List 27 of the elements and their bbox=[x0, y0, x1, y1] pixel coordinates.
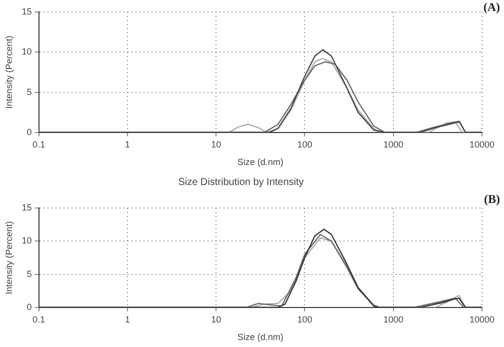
x-tick-label: 10000 bbox=[469, 314, 495, 324]
x-tick-label: 100 bbox=[297, 314, 312, 324]
y-tick-label: 0 bbox=[26, 302, 32, 312]
x-tick-label: 100 bbox=[297, 139, 312, 150]
x-tick-label: 1 bbox=[124, 314, 130, 324]
chart-title: Size Distribution by Intensity bbox=[178, 176, 304, 188]
y-tick-label: 10 bbox=[22, 46, 32, 57]
x-tick-label: 1000 bbox=[383, 139, 404, 150]
y-tick-label: 15 bbox=[22, 6, 32, 16]
y-tick-label: 10 bbox=[22, 236, 32, 246]
x-tick-label: 10000 bbox=[469, 139, 495, 150]
x-tick-label: 10 bbox=[211, 139, 222, 150]
y-tick-label: 15 bbox=[22, 202, 32, 212]
x-tick-label: 10 bbox=[211, 314, 222, 324]
text: (B) bbox=[484, 192, 500, 207]
x-tick-label: 1 bbox=[124, 139, 130, 150]
y-tick-label: 0 bbox=[26, 126, 32, 137]
y-tick-label: 5 bbox=[26, 86, 32, 97]
y-tick-label: 5 bbox=[26, 268, 32, 279]
x-tick-label: 0.1 bbox=[32, 139, 46, 150]
y-axis-title: Intensity (Percent) bbox=[4, 36, 14, 109]
x-tick-label: 1000 bbox=[383, 314, 404, 324]
x-axis-title: Size (d.nm) bbox=[237, 157, 284, 168]
y-axis-title: Intensity (Percent) bbox=[4, 221, 14, 294]
x-tick-label: 0.1 bbox=[32, 314, 46, 324]
x-axis-title: Size (d.nm) bbox=[237, 332, 284, 342]
text: (A) bbox=[483, 0, 500, 15]
